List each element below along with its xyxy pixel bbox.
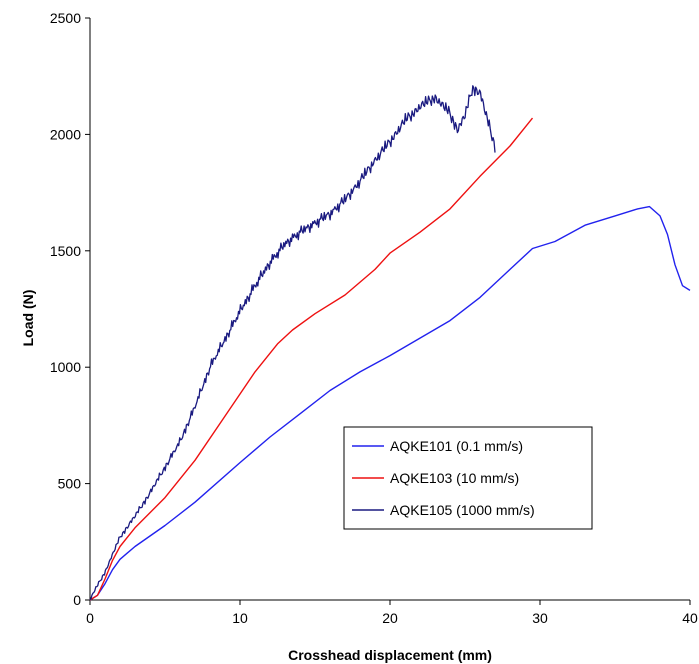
series-lines: [89, 85, 691, 601]
legend-label-2: AQKE103 (10 mm/s): [390, 470, 519, 486]
legend: AQKE101 (0.1 mm/s) AQKE103 (10 mm/s) AQKE1…: [343, 426, 593, 530]
x-axis-title: Crosshead displacement (mm): [288, 647, 492, 663]
series-line-2: [89, 117, 534, 601]
x-tick-label: 10: [232, 610, 248, 626]
axes: [85, 17, 691, 605]
y-tick-labels: 0 500 1000 1500 2000 2500: [50, 10, 81, 608]
y-tick-label: 1000: [50, 359, 81, 375]
legend-label-1: AQKE101 (0.1 mm/s): [390, 438, 523, 454]
x-tick-labels: 0 10 20 30 40: [86, 610, 698, 626]
series-line-3: [89, 85, 496, 601]
y-tick-label: 2000: [50, 126, 81, 142]
y-tick-label: 1500: [50, 243, 81, 259]
y-tick-label: 500: [58, 476, 82, 492]
series-line-1: [89, 205, 691, 601]
legend-label-3: AQKE105 (1000 mm/s): [390, 502, 535, 518]
y-tick-label: 0: [73, 592, 81, 608]
x-tick-label: 0: [86, 610, 94, 626]
x-tick-label: 20: [382, 610, 398, 626]
legend-box: [343, 426, 593, 530]
y-tick-label: 2500: [50, 10, 81, 26]
y-axis-title: Load (N): [20, 290, 36, 347]
x-tick-label: 30: [532, 610, 548, 626]
x-tick-label: 40: [682, 610, 698, 626]
